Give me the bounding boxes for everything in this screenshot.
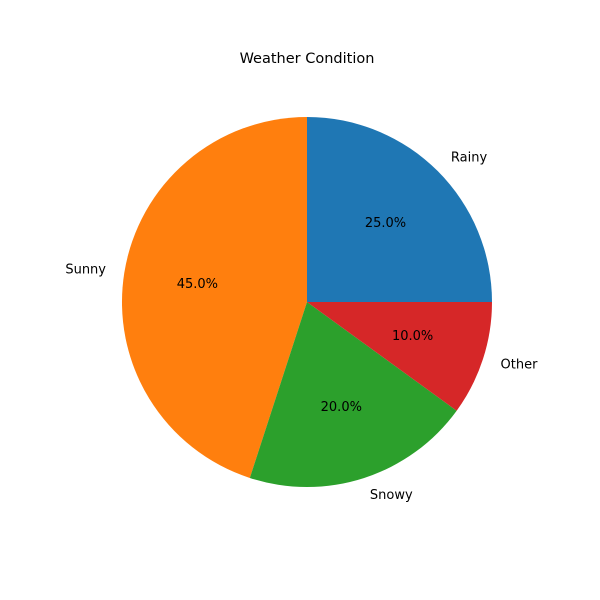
- slice-percent-rainy: 25.0%: [365, 216, 406, 231]
- slice-label-rainy: Rainy: [451, 151, 488, 166]
- pie-labels: Rainy 25.0% Sunny 45.0% Snowy 20.0% Other 10.0%: [65, 151, 538, 503]
- slice-percent-sunny: 45.0%: [177, 277, 218, 292]
- slice-label-sunny: Sunny: [65, 263, 106, 278]
- pie-slice-sunny: [121, 117, 307, 478]
- pie-slice-snowy: [249, 302, 457, 488]
- pie-slices: [121, 117, 492, 488]
- chart-title: Weather Condition: [240, 51, 375, 67]
- slice-label-snowy: Snowy: [370, 488, 413, 503]
- slice-percent-other: 10.0%: [392, 329, 433, 344]
- slice-percent-snowy: 20.0%: [321, 400, 362, 415]
- slice-label-other: Other: [501, 357, 539, 372]
- pie-slice-rainy: [307, 117, 492, 302]
- pie-slice-other: [307, 302, 492, 411]
